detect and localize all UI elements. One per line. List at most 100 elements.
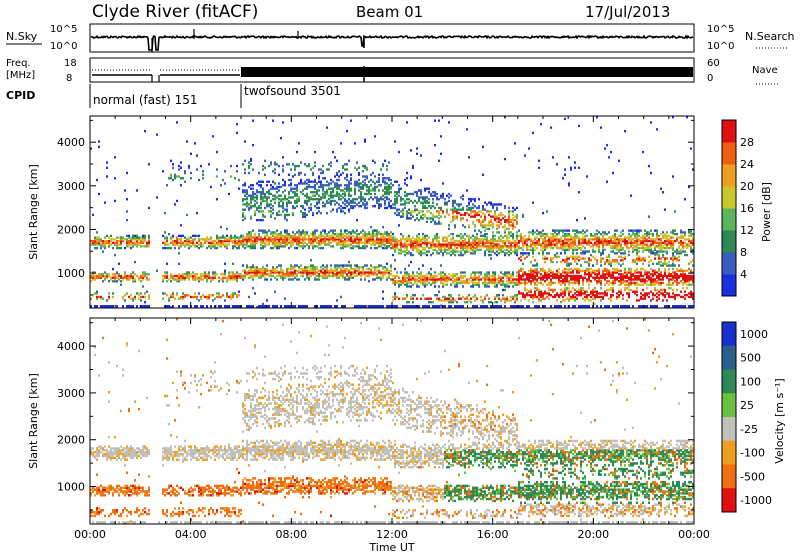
range-gate-cell	[476, 242, 478, 244]
range-gate-cell	[182, 296, 184, 298]
range-gate-cell	[322, 184, 324, 186]
range-gate-cell	[264, 242, 266, 244]
range-gate-cell	[358, 167, 360, 169]
range-gate-cell	[508, 254, 510, 256]
range-gate-cell	[508, 250, 510, 252]
range-gate-cell	[330, 242, 332, 244]
range-gate-cell	[526, 289, 528, 291]
range-gate-cell	[318, 189, 320, 191]
range-gate-cell	[194, 273, 196, 275]
range-gate-cell	[298, 165, 300, 167]
range-gate-cell	[92, 214, 94, 216]
range-gate-cell	[278, 198, 280, 200]
range-gate-cell	[96, 179, 98, 181]
range-gate-cell	[566, 271, 568, 273]
range-gate-cell	[94, 247, 96, 249]
range-gate-cell	[258, 172, 260, 174]
range-gate-cell	[244, 203, 246, 205]
range-gate-cell	[550, 236, 552, 238]
range-gate-cell	[202, 273, 204, 275]
range-gate-cell	[476, 219, 478, 221]
range-gate-cell	[456, 273, 458, 275]
range-gate-cell	[412, 294, 414, 296]
range-gate-cell	[350, 243, 352, 245]
range-gate-cell	[132, 242, 134, 244]
range-gate-cell	[168, 233, 170, 235]
range-gate-cell	[580, 270, 582, 272]
range-gate-cell	[176, 121, 178, 123]
range-gate-cell	[220, 226, 222, 228]
range-gate-cell	[338, 271, 340, 273]
range-gate-cell	[134, 278, 136, 280]
range-gate-cell	[458, 282, 460, 284]
range-gate-cell	[484, 214, 486, 216]
range-gate-cell	[386, 168, 388, 170]
range-gate-cell	[524, 238, 526, 240]
range-gate-cell	[442, 282, 444, 284]
nave-tick-bottom: 0	[707, 73, 713, 84]
range-gate-cell	[296, 270, 298, 272]
range-gate-cell	[446, 249, 448, 251]
range-gate-cell	[138, 277, 140, 279]
range-gate-cell	[336, 160, 338, 162]
range-gate-cell	[344, 203, 346, 205]
range-gate-cell	[222, 240, 224, 242]
range-gate-cell	[102, 273, 104, 275]
range-gate-cell	[380, 168, 382, 170]
range-gate-cell	[448, 196, 450, 198]
range-gate-cell	[384, 177, 386, 179]
range-gate-cell	[398, 184, 400, 186]
range-gate-cell	[556, 256, 558, 258]
range-gate-cell	[256, 207, 258, 209]
range-gate-cell	[592, 235, 594, 237]
range-gate-cell	[520, 275, 522, 277]
range-gate-cell	[176, 200, 178, 202]
range-gate-cell	[178, 263, 180, 265]
range-gate-cell	[566, 268, 568, 270]
range-gate-cell	[308, 210, 310, 212]
range-gate-cell	[552, 233, 554, 235]
range-gate-cell	[114, 156, 116, 158]
range-gate-cell	[346, 264, 348, 266]
range-gate-cell	[360, 191, 362, 193]
range-gate-cell	[336, 182, 338, 184]
range-gate-cell	[100, 273, 102, 275]
range-gate-cell	[364, 182, 366, 184]
range-gate-cell	[228, 243, 230, 245]
range-gate-cell	[512, 245, 514, 247]
range-gate-cell	[512, 217, 514, 219]
range-gate-cell	[250, 205, 252, 207]
noise-left-tick-top: 10^5	[50, 24, 77, 35]
range-gate-cell	[400, 196, 402, 198]
range-gate-cell	[166, 271, 168, 273]
range-gate-cell	[444, 236, 446, 238]
range-gate-cell	[590, 233, 592, 235]
range-gate-cell	[580, 257, 582, 259]
range-gate-cell	[296, 165, 298, 167]
range-gate-cell	[170, 160, 172, 162]
range-gate-cell	[288, 179, 290, 181]
range-gate-cell	[216, 242, 218, 244]
range-gate-cell	[316, 207, 318, 209]
range-gate-cell	[430, 268, 432, 270]
range-gate-cell	[586, 229, 588, 231]
range-gate-cell	[544, 233, 546, 235]
range-gate-cell	[190, 240, 192, 242]
range-gate-cell	[410, 217, 412, 219]
range-gate-cell	[250, 158, 252, 160]
range-gate-cell	[410, 193, 412, 195]
range-gate-cell	[232, 263, 234, 265]
range-gate-cell	[456, 301, 458, 303]
range-gate-cell	[282, 191, 284, 193]
range-gate-cell	[478, 249, 480, 251]
range-gate-cell	[298, 270, 300, 272]
range-gate-cell	[406, 172, 408, 174]
range-gate-cell	[432, 191, 434, 193]
range-gate-cell	[502, 214, 504, 216]
range-gate-cell	[246, 233, 248, 235]
range-gate-cell	[424, 275, 426, 277]
range-gate-cell	[350, 195, 352, 197]
range-gate-cell	[236, 170, 238, 172]
range-gate-cell	[280, 231, 282, 233]
range-gate-cell	[564, 168, 566, 170]
